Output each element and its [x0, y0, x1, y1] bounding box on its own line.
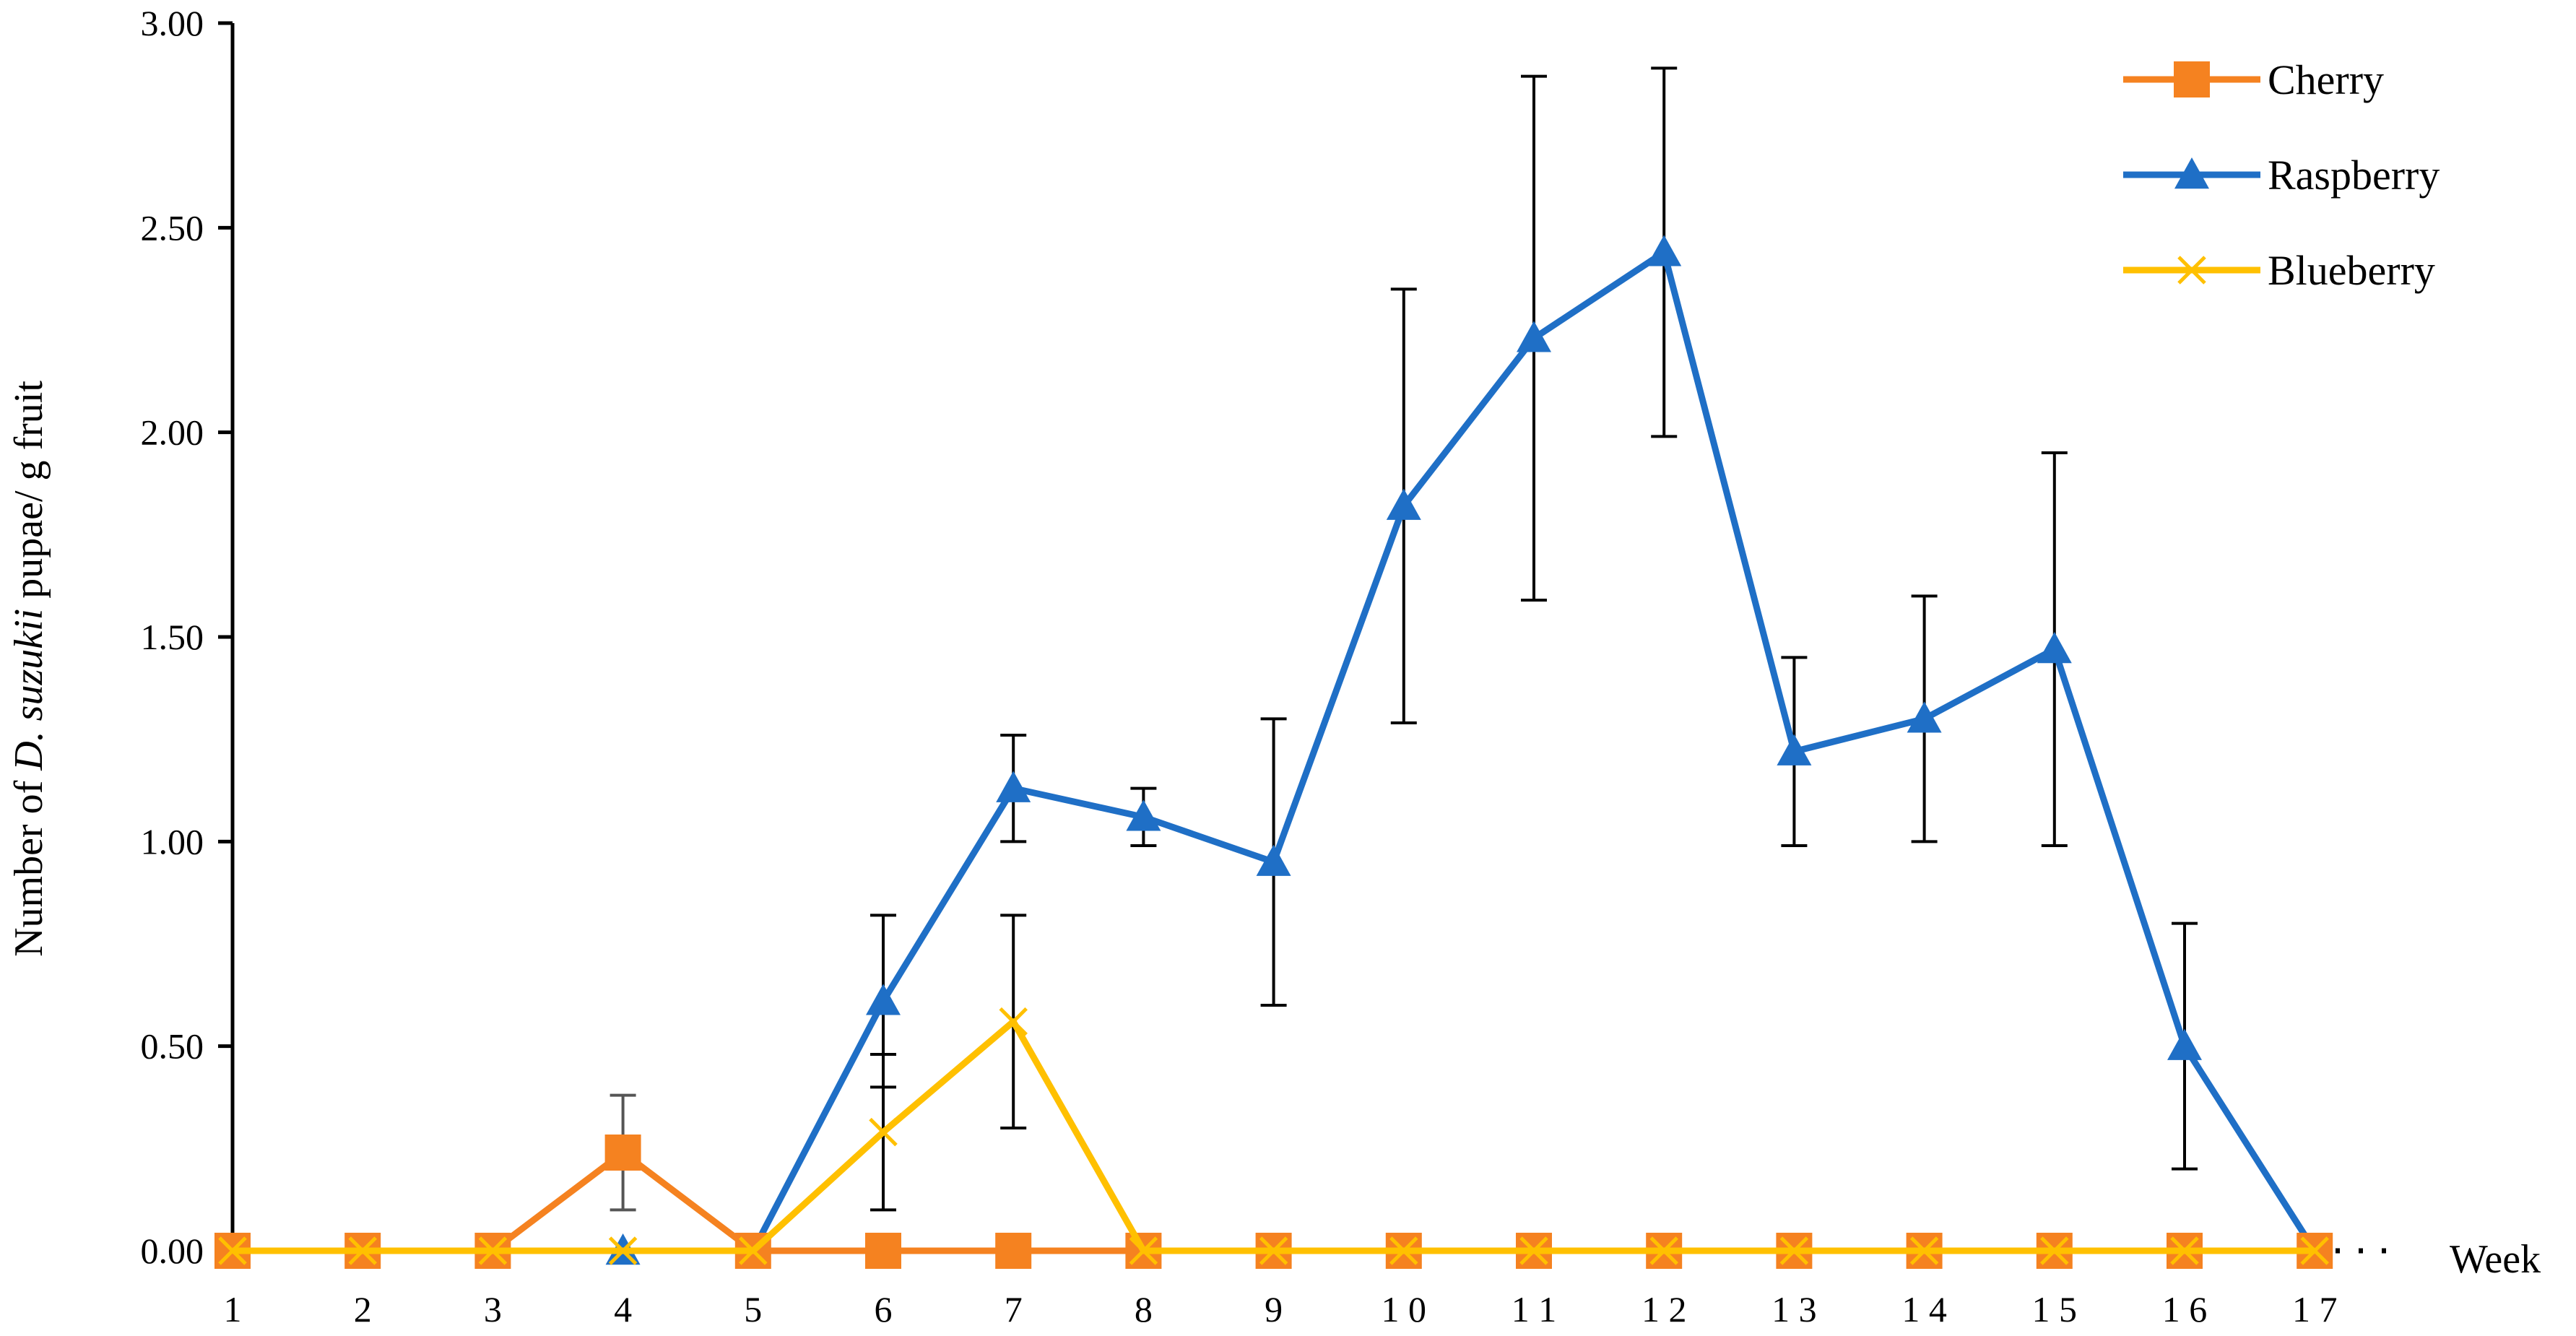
data-point-blueberry — [2300, 1236, 2329, 1265]
legend: Cherry Raspberry Blueberry — [2123, 56, 2440, 294]
series-line-blueberry — [233, 1018, 2315, 1254]
y-tick-label: 0.50 — [141, 1026, 204, 1067]
marker-stroke — [869, 1117, 898, 1147]
x-tick-label: 3 — [484, 1289, 502, 1330]
marker-stroke — [478, 1236, 508, 1265]
data-point-blueberry — [1519, 1236, 1548, 1265]
legend-item-blueberry: Blueberry — [2123, 247, 2435, 294]
data-point-raspberry — [2037, 632, 2072, 664]
data-point-raspberry — [1517, 321, 1551, 352]
data-point-raspberry — [1126, 799, 1161, 831]
x-tick-label: 1 2 — [1642, 1289, 1687, 1330]
x-tick-label: 8 — [1135, 1289, 1153, 1330]
y-tick-label: 0.00 — [141, 1231, 204, 1271]
data-point-raspberry — [866, 984, 901, 1015]
data-point-raspberry — [1256, 844, 1291, 876]
marker-stroke — [2040, 1236, 2069, 1265]
marker-stroke — [1389, 1236, 1418, 1265]
data-point-blueberry — [348, 1236, 377, 1265]
data-point-blueberry — [478, 1236, 508, 1265]
x-tick-label: 7 — [1005, 1289, 1023, 1330]
y-tick-label: 2.00 — [141, 412, 204, 453]
data-point-blueberry — [869, 1117, 898, 1147]
y-tick-label: 1.00 — [141, 821, 204, 862]
x-tick-label: 9 — [1265, 1289, 1283, 1330]
data-point-blueberry — [218, 1236, 247, 1265]
x-tick-label: 1 5 — [2032, 1289, 2078, 1330]
error-bars — [610, 66, 2198, 1212]
y-axis-title-species: D. suzukii — [6, 609, 51, 771]
y-tick-label: 2.50 — [141, 207, 204, 248]
marker-stroke — [2177, 256, 2206, 285]
x-tick-label: 4 — [614, 1289, 632, 1330]
x-tick-label: 6 — [875, 1289, 893, 1330]
data-point-blueberry — [1259, 1236, 1288, 1265]
marker-stroke — [2300, 1236, 2329, 1265]
marker-stroke — [348, 1236, 377, 1265]
y-axis-title: Number of D. suzukii pupae/ g fruit — [6, 381, 51, 957]
series-layer — [214, 235, 2333, 1269]
legend-item-raspberry: Raspberry — [2123, 152, 2440, 199]
legend-label: Cherry — [2268, 56, 2384, 103]
data-point-blueberry — [1909, 1236, 1939, 1265]
data-point-raspberry — [996, 771, 1031, 802]
marker-stroke — [1649, 1236, 1678, 1265]
x-tick-label: 1 — [224, 1289, 242, 1330]
data-point-blueberry — [1649, 1236, 1678, 1265]
data-point-blueberry — [2040, 1236, 2069, 1265]
marker-stroke — [1259, 1236, 1288, 1265]
data-point-blueberry — [2170, 1236, 2199, 1265]
data-point-blueberry — [999, 1007, 1028, 1036]
marker-stroke — [218, 1236, 247, 1265]
legend-item-cherry: Cherry — [2123, 56, 2384, 103]
x-axis-title: Week — [2450, 1237, 2541, 1282]
x-tick-label: 1 6 — [2162, 1289, 2208, 1330]
data-point-cherry — [865, 1233, 901, 1269]
legend-label: Raspberry — [2268, 152, 2440, 199]
data-point-raspberry — [1386, 488, 1421, 520]
y-axis-title-suffix: pupae/ g fruit — [6, 381, 51, 609]
data-point-cherry — [995, 1233, 1032, 1269]
marker-stroke — [1779, 1236, 1809, 1265]
y-axis-title-prefix: Number of — [6, 771, 51, 957]
series-blueberry — [218, 1007, 2329, 1265]
x-tick-label: 1 0 — [1382, 1289, 1427, 1330]
data-point-blueberry — [608, 1236, 638, 1265]
marker-stroke — [2170, 1236, 2199, 1265]
x-tick-label: 1 4 — [1901, 1289, 1947, 1330]
axes: 0.00 0.50 1.00 1.50 2.00 2.50 3.00 1 2 3 4 5 6 7 8 9 1 0… — [141, 3, 2388, 1330]
data-point-cherry — [604, 1135, 641, 1171]
marker-stroke — [608, 1236, 638, 1265]
x-tick-label: 1 1 — [1512, 1289, 1557, 1330]
marker-stroke — [999, 1007, 1028, 1036]
legend-swatch-marker — [2177, 256, 2206, 285]
data-point-blueberry — [739, 1236, 768, 1265]
legend-swatch-marker — [2174, 61, 2210, 97]
marker-stroke — [739, 1236, 768, 1265]
marker-stroke — [1129, 1236, 1158, 1265]
data-point-raspberry — [2167, 1028, 2202, 1060]
data-point-blueberry — [1779, 1236, 1809, 1265]
marker-stroke — [1519, 1236, 1548, 1265]
data-point-blueberry — [1389, 1236, 1418, 1265]
x-tick-label: 5 — [744, 1289, 762, 1330]
marker-stroke — [1909, 1236, 1939, 1265]
data-point-raspberry — [1647, 235, 1682, 266]
x-tick-label: 1 3 — [1771, 1289, 1817, 1330]
data-point-raspberry — [1777, 734, 1812, 765]
x-tick-label: 1 7 — [2292, 1289, 2338, 1330]
y-tick-label: 3.00 — [141, 3, 204, 43]
x-tick-label: 2 — [354, 1289, 372, 1330]
legend-swatch-marker — [2174, 157, 2209, 189]
data-point-blueberry — [1129, 1236, 1158, 1265]
legend-label: Blueberry — [2268, 247, 2435, 294]
data-point-raspberry — [1907, 701, 1942, 733]
y-tick-label: 1.50 — [141, 617, 204, 657]
